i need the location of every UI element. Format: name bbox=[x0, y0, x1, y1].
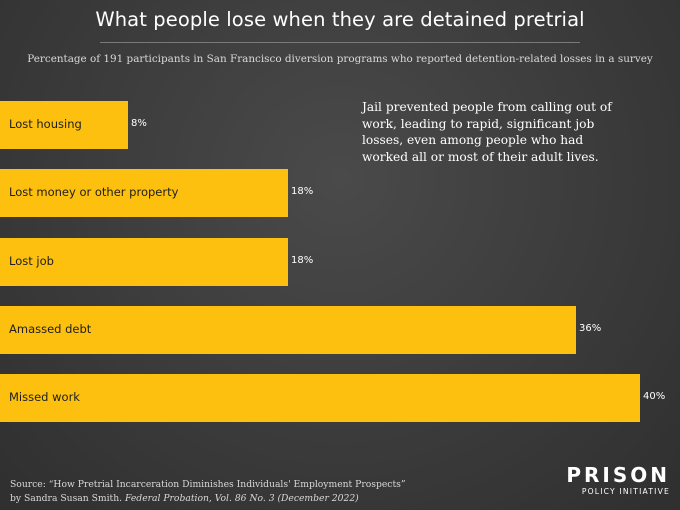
source-line-1: Source: “How Pretrial Incarceration Dimi… bbox=[10, 479, 406, 490]
source-line-2: by Sandra Susan Smith. Federal Probation… bbox=[10, 492, 406, 506]
annotation-text: Jail prevented people from calling out o… bbox=[362, 100, 612, 164]
bar-value-label: 36% bbox=[579, 323, 602, 334]
bar-amassed-debt bbox=[0, 306, 576, 354]
bar-lost-money-or-other-property bbox=[0, 169, 288, 217]
bar-value-label: 40% bbox=[643, 391, 666, 402]
chart-title: What people lose when they are detained … bbox=[95, 8, 585, 31]
source-author: by Sandra Susan Smith. bbox=[10, 493, 125, 504]
bar-value-label: 18% bbox=[291, 186, 314, 197]
bar-category-label: Lost money or other property bbox=[9, 185, 179, 199]
title-divider bbox=[100, 42, 580, 43]
bar-lost-housing bbox=[0, 101, 128, 149]
bar-lost-job bbox=[0, 238, 288, 286]
bar-category-label: Missed work bbox=[9, 390, 80, 404]
chart-subtitle: Percentage of 191 participants in San Fr… bbox=[27, 53, 653, 65]
source-note: Source: “How Pretrial Incarceration Dimi… bbox=[10, 478, 406, 506]
bar-category-label: Lost housing bbox=[9, 117, 82, 131]
bar-category-label: Amassed debt bbox=[9, 322, 92, 336]
logo-main-text: PRISON bbox=[566, 463, 670, 487]
prison-policy-initiative-logo: PRISON POLICY INITIATIVE bbox=[566, 464, 670, 496]
bar-category-label: Lost job bbox=[9, 254, 54, 268]
logo-sub-text: POLICY INITIATIVE bbox=[581, 487, 670, 496]
source-publication: Federal Probation, Vol. 86 No. 3 (Decemb… bbox=[125, 493, 359, 504]
bar-value-label: 18% bbox=[291, 255, 314, 266]
bar-missed-work bbox=[0, 374, 640, 422]
bar-value-label: 8% bbox=[131, 118, 147, 129]
